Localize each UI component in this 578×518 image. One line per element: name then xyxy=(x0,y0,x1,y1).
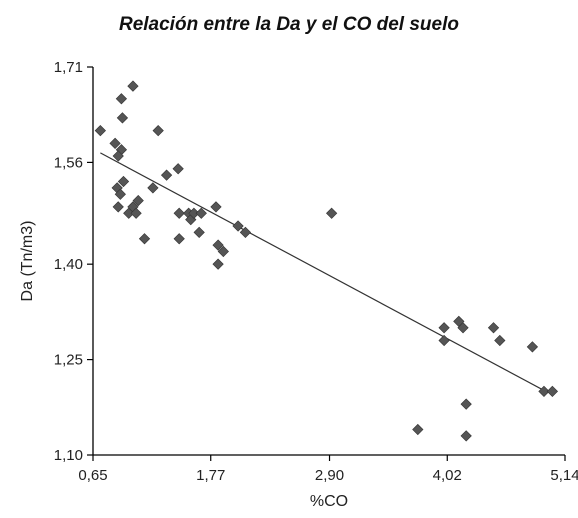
data-point xyxy=(173,207,185,219)
data-point xyxy=(193,226,205,239)
data-point xyxy=(115,93,128,105)
data-point xyxy=(326,207,338,219)
data-point xyxy=(217,245,229,258)
y-tick-label: 1,25 xyxy=(54,352,83,369)
data-point xyxy=(212,258,224,270)
data-point xyxy=(188,207,200,219)
trendline xyxy=(100,152,549,394)
x-tick-label: 1,77 xyxy=(196,467,225,484)
data-point xyxy=(232,220,244,232)
data-point xyxy=(460,398,472,410)
data-point xyxy=(114,188,126,200)
chart-title: Relación entre la Da y el CO del suelo xyxy=(118,14,459,35)
data-point xyxy=(94,124,106,137)
data-point xyxy=(195,207,207,219)
y-tick-label: 1,56 xyxy=(54,154,83,171)
data-point xyxy=(116,112,129,124)
data-point xyxy=(172,163,184,175)
data-point xyxy=(147,182,159,194)
data-point xyxy=(460,430,472,442)
x-tick-label: 0,65 xyxy=(78,467,107,484)
data-point xyxy=(438,334,450,347)
data-point xyxy=(438,322,450,334)
data-point xyxy=(109,137,121,149)
data-point xyxy=(160,169,173,181)
data-point xyxy=(210,201,222,213)
data-point xyxy=(112,201,124,213)
data-point xyxy=(130,207,142,219)
y-axis-label: Da (Tn/m3) xyxy=(19,221,36,302)
data-point xyxy=(152,124,164,137)
x-tick-label: 2,90 xyxy=(315,467,344,484)
data-point xyxy=(112,150,124,162)
data-point xyxy=(239,226,252,239)
data-point xyxy=(127,80,139,92)
x-tick-label: 5,14 xyxy=(550,467,578,484)
y-tick-label: 1,71 xyxy=(54,59,83,76)
trendline-layer xyxy=(100,152,549,394)
axes xyxy=(87,66,566,461)
data-point xyxy=(457,322,469,334)
y-tick-label: 1,10 xyxy=(54,447,83,464)
x-axis-label: %CO xyxy=(310,493,348,510)
data-point xyxy=(117,175,130,188)
data-point xyxy=(538,385,550,398)
data-points xyxy=(94,80,559,442)
data-point xyxy=(487,322,500,334)
data-point xyxy=(412,423,424,436)
data-point xyxy=(212,239,224,251)
axis-labels: 1,10 1,25 1,40 1,56 1,71 0,65 1,77 2,90 4,02 5,14… xyxy=(19,59,578,510)
data-point xyxy=(132,194,144,207)
data-point xyxy=(546,385,559,398)
data-point xyxy=(138,233,151,245)
x-tick-label: 4,02 xyxy=(433,467,462,484)
y-tick-label: 1,40 xyxy=(54,256,83,273)
data-point xyxy=(526,341,539,353)
data-point xyxy=(173,233,185,245)
data-point xyxy=(494,334,506,347)
